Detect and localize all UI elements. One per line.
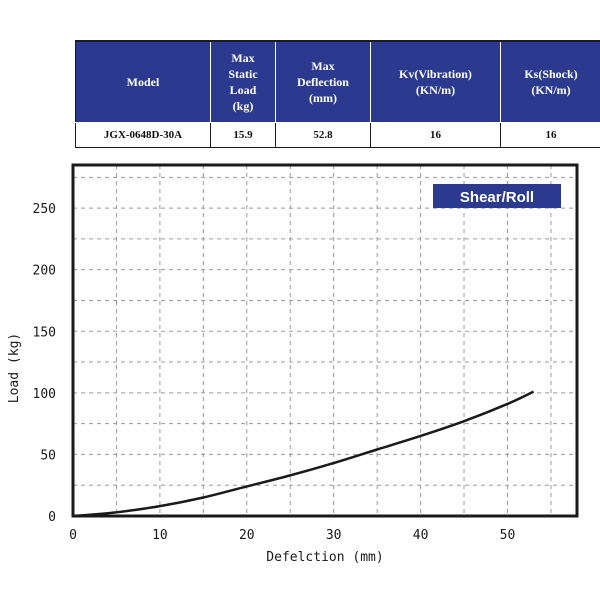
header-model: Model <box>75 40 211 123</box>
header-line: (KN/m) <box>415 83 456 97</box>
cell-model: JGX-0648D-30A <box>75 122 211 148</box>
header-line: Kv(Vibration) <box>399 67 472 81</box>
cell-kv: 16 <box>370 122 501 148</box>
x-tick-label: 50 <box>500 528 516 543</box>
header-line: (mm) <box>309 91 337 105</box>
y-tick-label: 150 <box>33 325 56 340</box>
spec-table-row: JGX-0648D-30A 15.9 52.8 16 16 <box>75 122 600 148</box>
x-tick-label: 0 <box>69 528 77 543</box>
y-axis-ticks: 0 50 100 150 200 250 <box>33 202 56 525</box>
annotation-badge <box>433 184 561 208</box>
y-tick-label: 100 <box>33 387 56 402</box>
x-tick-label: 10 <box>152 528 168 543</box>
header-model-line: Model <box>126 75 160 89</box>
x-axis-ticks: 0 10 20 30 40 50 <box>69 528 515 543</box>
header-line: Deflection <box>297 75 349 89</box>
header-line: (kg) <box>232 99 254 113</box>
header-max-static-load: Max Static Load (kg) <box>210 40 276 123</box>
header-line: Max <box>231 51 255 65</box>
y-tick-label: 0 <box>48 510 56 525</box>
spec-table: Model Max Static Load (kg) Max Deflectio… <box>75 40 600 148</box>
header-line: Ks(Shock) <box>524 67 578 81</box>
x-axis-label: Defelction (mm) <box>266 550 383 565</box>
y-tick-label: 200 <box>33 264 56 279</box>
header-line: Load <box>229 83 257 97</box>
header-line: Static <box>228 67 258 81</box>
header-line: Max <box>311 59 335 73</box>
cell-ks: 16 <box>500 122 600 148</box>
header-max-deflection: Max Deflection (mm) <box>275 40 371 123</box>
chart-grid <box>73 165 577 516</box>
load-deflection-chart: 0 10 20 30 40 50 0 50 100 150 200 250 Shear/Roll D… <box>7 163 579 565</box>
series-line-0 <box>72 390 535 518</box>
plot-frame <box>71 163 579 518</box>
header-line: (KN/m) <box>531 83 571 97</box>
y-tick-label: 50 <box>40 448 56 463</box>
header-ks: Ks(Shock) (KN/m) <box>500 40 600 123</box>
x-tick-label: 30 <box>326 528 342 543</box>
y-axis-label: Load (kg) <box>7 333 22 403</box>
header-kv: Kv(Vibration) (KN/m) <box>370 40 501 123</box>
x-tick-label: 40 <box>413 528 429 543</box>
spec-table-header-row: Model Max Static Load (kg) Max Deflectio… <box>75 40 600 123</box>
x-tick-label: 20 <box>239 528 255 543</box>
cell-max-deflection: 52.8 <box>275 122 371 148</box>
annotation-label: Shear/Roll <box>460 189 534 206</box>
y-tick-label: 250 <box>33 202 56 217</box>
chart-series-layer <box>72 390 535 518</box>
cell-max-static-load: 15.9 <box>210 122 276 148</box>
